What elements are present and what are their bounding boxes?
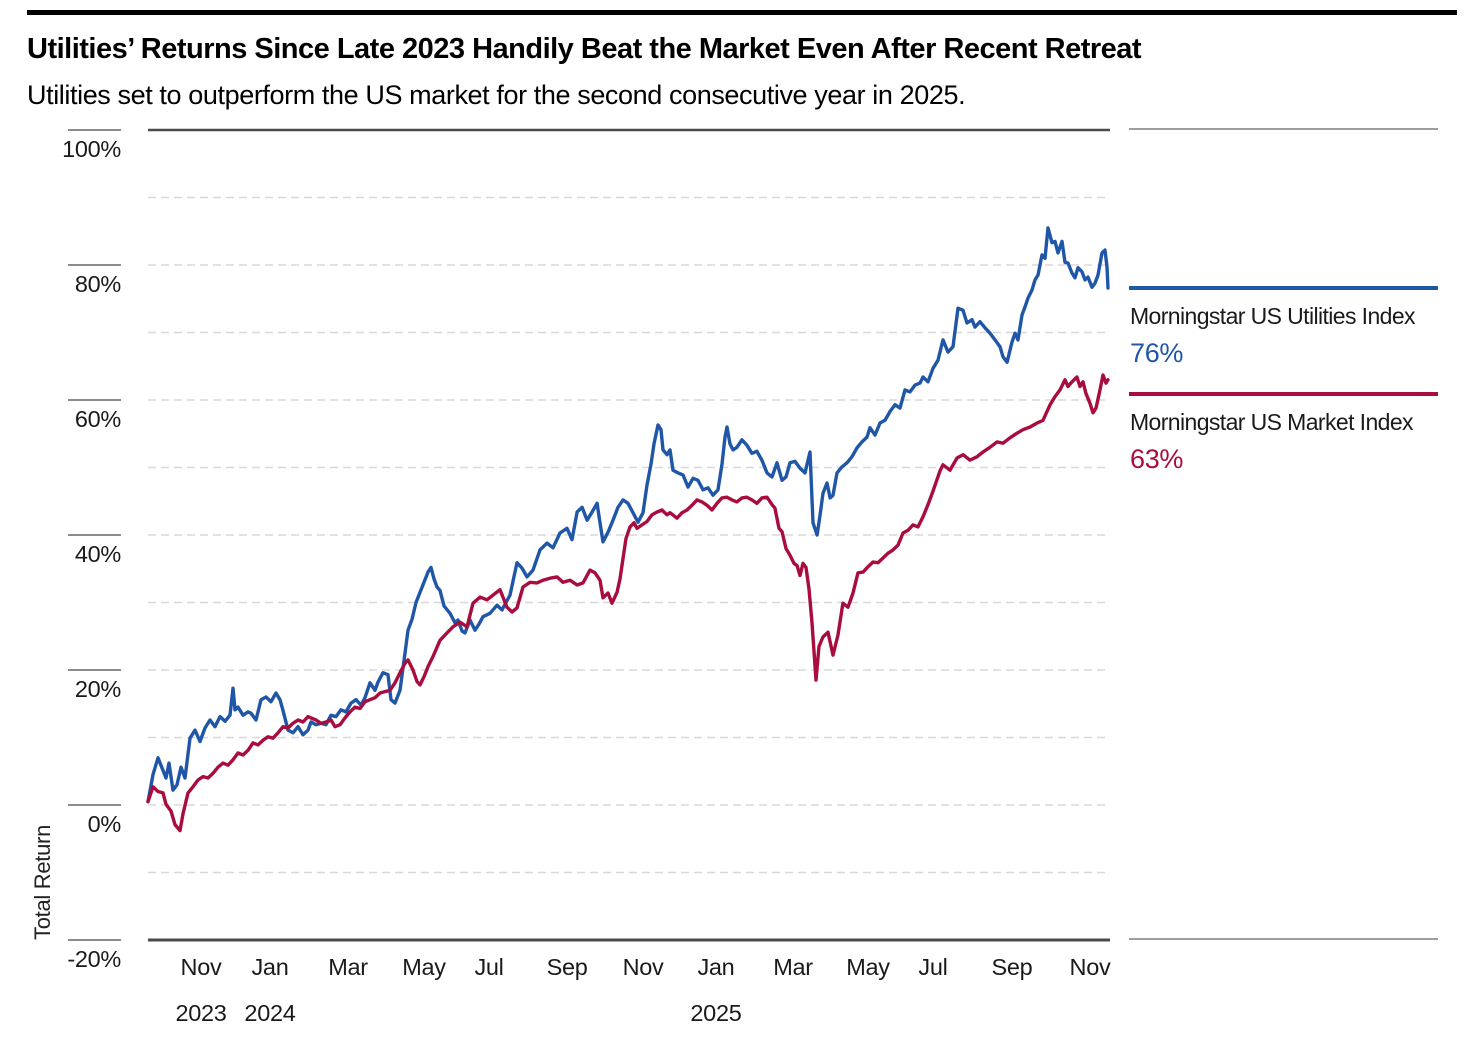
x-tick-label-11: Sep: [992, 954, 1033, 980]
x-tick-label-7: Jan: [697, 954, 734, 980]
x-tick-label-5: Sep: [547, 954, 588, 980]
y-axis-title: Total Return: [30, 824, 55, 940]
legend-swatch-utilities: [1129, 286, 1438, 290]
x-year-label-2023: 2023: [175, 1000, 226, 1026]
x-tick-label-4: Jul: [474, 954, 503, 980]
legend-label-market: Morningstar US Market Index: [1130, 409, 1414, 435]
x-tick-label-10: Jul: [918, 954, 947, 980]
legend-value-market: 63%: [1130, 444, 1184, 474]
x-tick-label-8: Mar: [773, 954, 813, 980]
x-tick-label-12: Nov: [1070, 954, 1111, 980]
legend-label-utilities: Morningstar US Utilities Index: [1130, 303, 1416, 329]
y-tick-label--20: -20%: [67, 946, 121, 972]
x-tick-label-0: Nov: [181, 954, 222, 980]
x-year-label-2025: 2025: [690, 1000, 741, 1026]
y-tick-label-80: 80%: [75, 271, 122, 297]
x-tick-label-1: Jan: [251, 954, 288, 980]
x-tick-label-3: May: [402, 954, 446, 980]
y-tick-label-100: 100%: [62, 136, 121, 162]
series-line-market: [146, 373, 1110, 833]
chart-title: Utilities’ Returns Since Late 2023 Handi…: [27, 33, 1142, 65]
x-year-label-2024: 2024: [244, 1000, 295, 1026]
top-rule: [27, 10, 1457, 15]
x-tick-label-2: Mar: [328, 954, 368, 980]
y-tick-label-20: 20%: [75, 676, 122, 702]
y-tick-label-0: 0%: [88, 811, 122, 837]
y-tick-label-40: 40%: [75, 541, 122, 567]
legend-swatch-market: [1129, 392, 1438, 396]
x-tick-label-6: Nov: [623, 954, 664, 980]
series-line-utilities: [146, 226, 1110, 804]
y-tick-label-60: 60%: [75, 406, 122, 432]
chart-subtitle: Utilities set to outperform the US marke…: [27, 80, 966, 110]
x-tick-label-9: May: [846, 954, 890, 980]
legend-value-utilities: 76%: [1130, 338, 1184, 368]
